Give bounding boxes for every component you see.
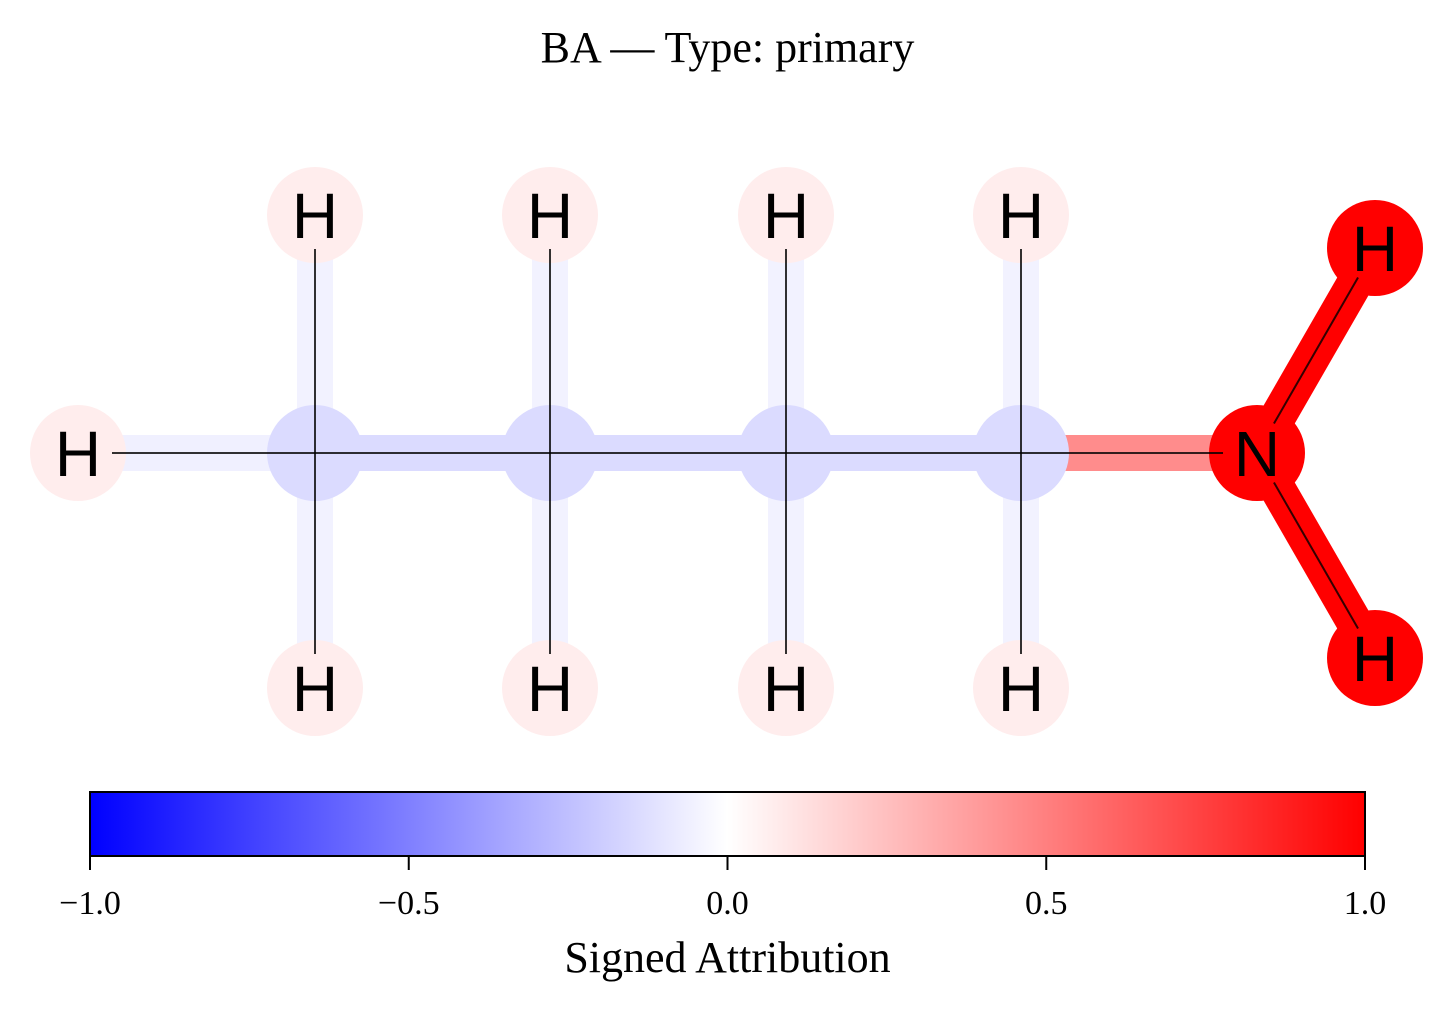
atom-highlight-layer — [30, 167, 1423, 736]
colorbar-tick-label: 0.0 — [706, 885, 749, 922]
atom-highlight-H2 — [267, 167, 363, 263]
bond-line-N-H11 — [1273, 481, 1359, 630]
colorbar-label: Signed Attribution — [564, 933, 891, 982]
atom-highlight-H9 — [973, 640, 1069, 736]
atom-label-H5: H — [527, 653, 573, 725]
colorbar-tick-label: 1.0 — [1344, 885, 1387, 922]
atom-highlight-H1 — [30, 405, 126, 501]
atom-label-layer: H N H H H H H H H H H H — [55, 180, 1398, 725]
colorbar: −1.0 −0.5 0.0 0.5 1.0 — [59, 791, 1386, 922]
atom-label-N: N — [1234, 418, 1280, 490]
atom-highlight-H10 — [1327, 200, 1423, 296]
atom-label-H1: H — [55, 418, 101, 490]
colorbar-tick-label: −0.5 — [378, 885, 440, 922]
colorbar-tick-label: −1.0 — [59, 885, 121, 922]
atom-highlight-H4 — [502, 167, 598, 263]
atom-highlight-H7 — [738, 640, 834, 736]
atom-highlight-H5 — [502, 640, 598, 736]
atom-label-H11: H — [1352, 623, 1398, 695]
colorbar-tick-label: 0.5 — [1025, 885, 1068, 922]
atom-label-H2: H — [292, 180, 338, 252]
figure-title: BA — Type: primary — [540, 23, 915, 72]
atom-highlight-H8 — [973, 167, 1069, 263]
atom-label-H4: H — [527, 180, 573, 252]
atom-label-H10: H — [1352, 213, 1398, 285]
atom-highlight-H3 — [267, 640, 363, 736]
atom-label-H6: H — [763, 180, 809, 252]
atom-label-H8: H — [998, 180, 1044, 252]
bond-line-layer — [112, 249, 1359, 654]
atom-highlight-H11 — [1327, 610, 1423, 706]
atom-highlight-N — [1209, 405, 1305, 501]
atom-label-H3: H — [292, 653, 338, 725]
bond-line-N-H10 — [1273, 276, 1359, 425]
colorbar-gradient — [89, 791, 1366, 857]
atom-label-H9: H — [998, 653, 1044, 725]
atom-label-H7: H — [763, 653, 809, 725]
colorbar-ticks: −1.0 −0.5 0.0 0.5 1.0 — [59, 856, 1386, 922]
atom-highlight-H6 — [738, 167, 834, 263]
